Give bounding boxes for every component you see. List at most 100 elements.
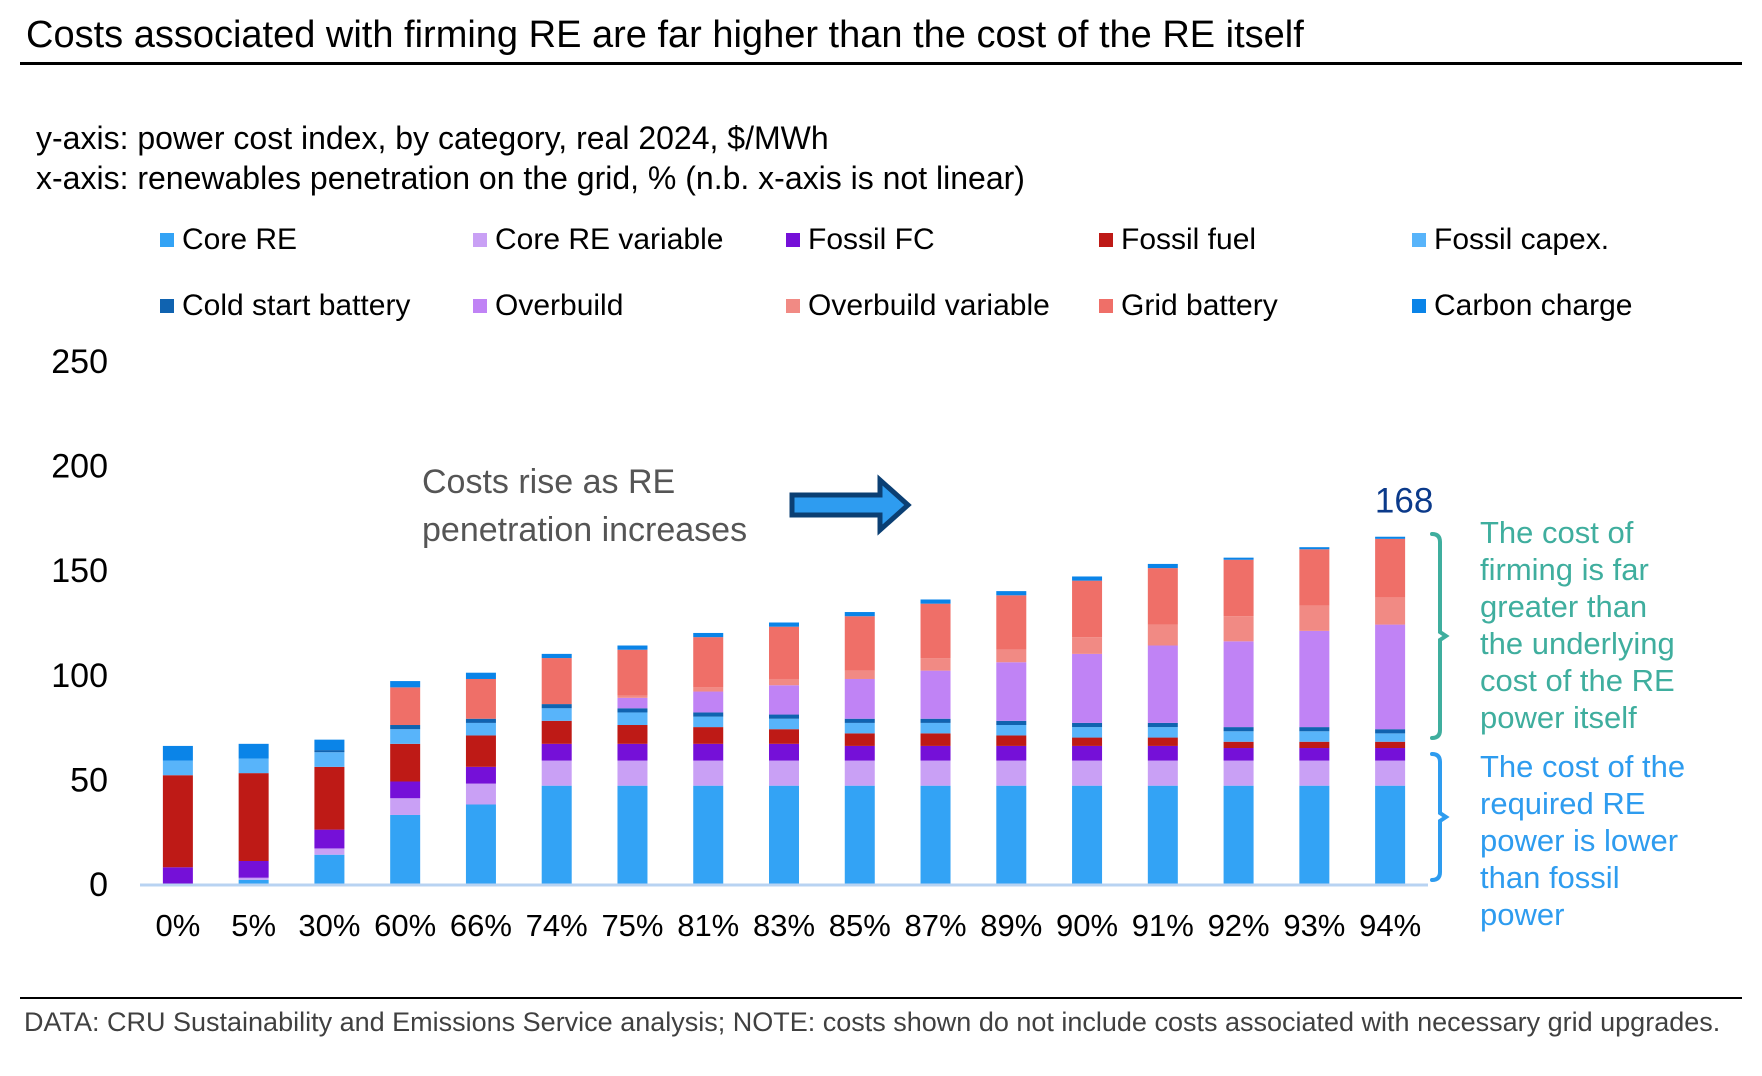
bar-segment <box>617 695 648 698</box>
bar-segment <box>1147 785 1178 884</box>
bar-segment <box>465 672 496 679</box>
bar-segment <box>844 718 875 723</box>
bar-segment <box>1147 645 1178 723</box>
x-tick-label: 92% <box>1208 908 1270 943</box>
note-line: The cost of <box>1480 515 1634 550</box>
bar-segment <box>920 670 951 719</box>
bar-segment <box>844 785 875 884</box>
bar-segment <box>238 860 269 878</box>
bar-segment <box>1299 727 1330 732</box>
bar-segment <box>1223 748 1254 761</box>
bar-segment <box>617 708 648 713</box>
bar-segment <box>1147 727 1178 738</box>
x-axis-description: x-axis: renewables penetration on the gr… <box>36 160 1025 196</box>
bar-segment <box>1299 549 1330 606</box>
bar-segment <box>1299 785 1330 884</box>
note-line: power itself <box>1480 700 1637 735</box>
note-line: cost of the RE <box>1480 663 1675 698</box>
bar-segment <box>769 685 799 715</box>
legend-item: Cold start battery <box>160 288 410 324</box>
bar-segment <box>996 785 1027 884</box>
y-axis-description: y-axis: power cost index, by category, r… <box>36 120 829 156</box>
bar-segment <box>1299 760 1330 786</box>
bar-segment <box>996 662 1027 721</box>
bar-segment <box>920 745 951 761</box>
x-tick-label: 87% <box>905 908 967 943</box>
legend-swatch-icon <box>1412 299 1426 313</box>
bar-segment <box>1299 605 1330 631</box>
legend-item: Grid battery <box>1099 288 1278 324</box>
chart-title: Costs associated with firming RE are far… <box>26 14 1304 56</box>
bar-segment <box>844 760 875 786</box>
legend-swatch-icon <box>473 233 487 247</box>
bar-segment <box>314 752 345 767</box>
bar-segment <box>1223 741 1254 749</box>
bar-segment <box>844 722 875 734</box>
x-tick-label: 0% <box>155 908 200 943</box>
bar-segment <box>1299 748 1330 761</box>
note-line: greater than <box>1480 589 1648 624</box>
firming-bracket-icon <box>1430 532 1450 740</box>
bar-segment <box>1223 557 1254 560</box>
source-footnote: DATA: CRU Sustainability and Emissions S… <box>24 1007 1721 1037</box>
note-line: power is lower <box>1480 823 1679 858</box>
bar-segment <box>314 766 345 830</box>
bar-segment <box>693 691 724 713</box>
bar-segment <box>693 632 724 638</box>
bar-segment <box>920 603 951 659</box>
bar-segment <box>1223 641 1254 728</box>
bar-segment <box>769 678 799 686</box>
bar-segment <box>617 760 648 786</box>
bar-segment <box>920 718 951 723</box>
bar-segment <box>1375 624 1406 730</box>
bar-segment <box>693 637 724 688</box>
legend-item: Overbuild <box>473 288 623 324</box>
bar-segment <box>1147 568 1178 625</box>
legend-item: Carbon charge <box>1412 288 1632 324</box>
bar-segment <box>1299 741 1330 749</box>
bar-segment <box>314 848 345 855</box>
right-arrow-icon <box>789 474 912 536</box>
bar-segment <box>1147 737 1178 746</box>
bar-segment <box>162 745 193 761</box>
bar-segment <box>238 743 269 759</box>
bar-segment <box>1072 760 1103 786</box>
x-tick-label: 93% <box>1283 908 1345 943</box>
bar-segment <box>238 879 269 884</box>
bar-segment <box>1147 745 1178 761</box>
legend-swatch-icon <box>786 299 800 313</box>
bar-segment <box>1072 745 1103 761</box>
legend-item: Fossil capex. <box>1412 222 1609 258</box>
bar-segment <box>1375 748 1406 761</box>
x-tick-label: 30% <box>298 908 360 943</box>
bar-segment <box>996 595 1027 650</box>
note-line: power <box>1480 897 1565 932</box>
bar-segment <box>1375 741 1406 749</box>
bar-segment <box>617 645 648 650</box>
legend-label: Carbon charge <box>1434 289 1633 322</box>
bar-segment <box>390 781 421 799</box>
bar-segment <box>1299 731 1330 742</box>
bar-segment <box>1223 785 1254 884</box>
bar-segment <box>844 733 875 746</box>
trend-annotation-line2: penetration increases <box>422 511 748 549</box>
bar-segment <box>541 708 572 721</box>
x-tick-label: 85% <box>829 908 891 943</box>
bar-segment <box>465 722 496 736</box>
legend-item: Fossil FC <box>786 222 935 258</box>
bar-segment <box>1147 760 1178 786</box>
bar-segment <box>844 745 875 761</box>
y-tick-label: 250 <box>51 343 108 381</box>
trend-annotation-line1: Costs rise as RE <box>422 463 676 501</box>
legend-label: Core RE variable <box>495 223 724 256</box>
bar-segment <box>1072 580 1103 638</box>
bar-segment <box>541 760 572 786</box>
x-tick-label: 91% <box>1132 908 1194 943</box>
bar-segment <box>844 670 875 679</box>
bar-segment <box>996 591 1027 596</box>
bar-segment <box>1375 597 1406 625</box>
bar-segment <box>465 678 496 719</box>
legend-label: Cold start battery <box>182 289 411 322</box>
bar-segment <box>390 743 421 782</box>
y-tick-label: 100 <box>51 657 108 695</box>
